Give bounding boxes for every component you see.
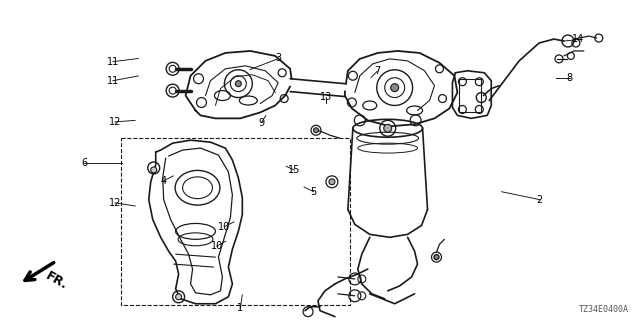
Text: 11: 11 <box>107 76 119 86</box>
Text: 8: 8 <box>567 73 573 83</box>
Text: 6: 6 <box>81 158 87 168</box>
Text: 10: 10 <box>218 222 230 232</box>
Text: 12: 12 <box>109 198 121 208</box>
Text: 2: 2 <box>537 195 543 205</box>
Text: 12: 12 <box>109 117 121 127</box>
Bar <box>121 138 350 305</box>
Text: 14: 14 <box>572 35 584 44</box>
Circle shape <box>384 124 392 132</box>
Circle shape <box>434 255 439 260</box>
Text: 11: 11 <box>107 57 119 67</box>
Circle shape <box>151 167 157 173</box>
Text: 4: 4 <box>161 176 167 186</box>
Text: TZ34E0400A: TZ34E0400A <box>579 305 628 314</box>
Text: 3: 3 <box>275 53 282 63</box>
Text: 9: 9 <box>259 117 264 128</box>
Circle shape <box>236 81 241 87</box>
Text: FR.: FR. <box>44 269 70 292</box>
Text: 10: 10 <box>211 241 223 251</box>
Circle shape <box>175 294 182 300</box>
Text: 1: 1 <box>237 303 243 314</box>
Circle shape <box>314 128 319 133</box>
Text: 7: 7 <box>374 66 380 76</box>
Text: 15: 15 <box>289 165 301 175</box>
Circle shape <box>329 179 335 185</box>
Circle shape <box>390 84 399 92</box>
Text: 13: 13 <box>320 92 333 101</box>
Text: 5: 5 <box>310 187 317 197</box>
